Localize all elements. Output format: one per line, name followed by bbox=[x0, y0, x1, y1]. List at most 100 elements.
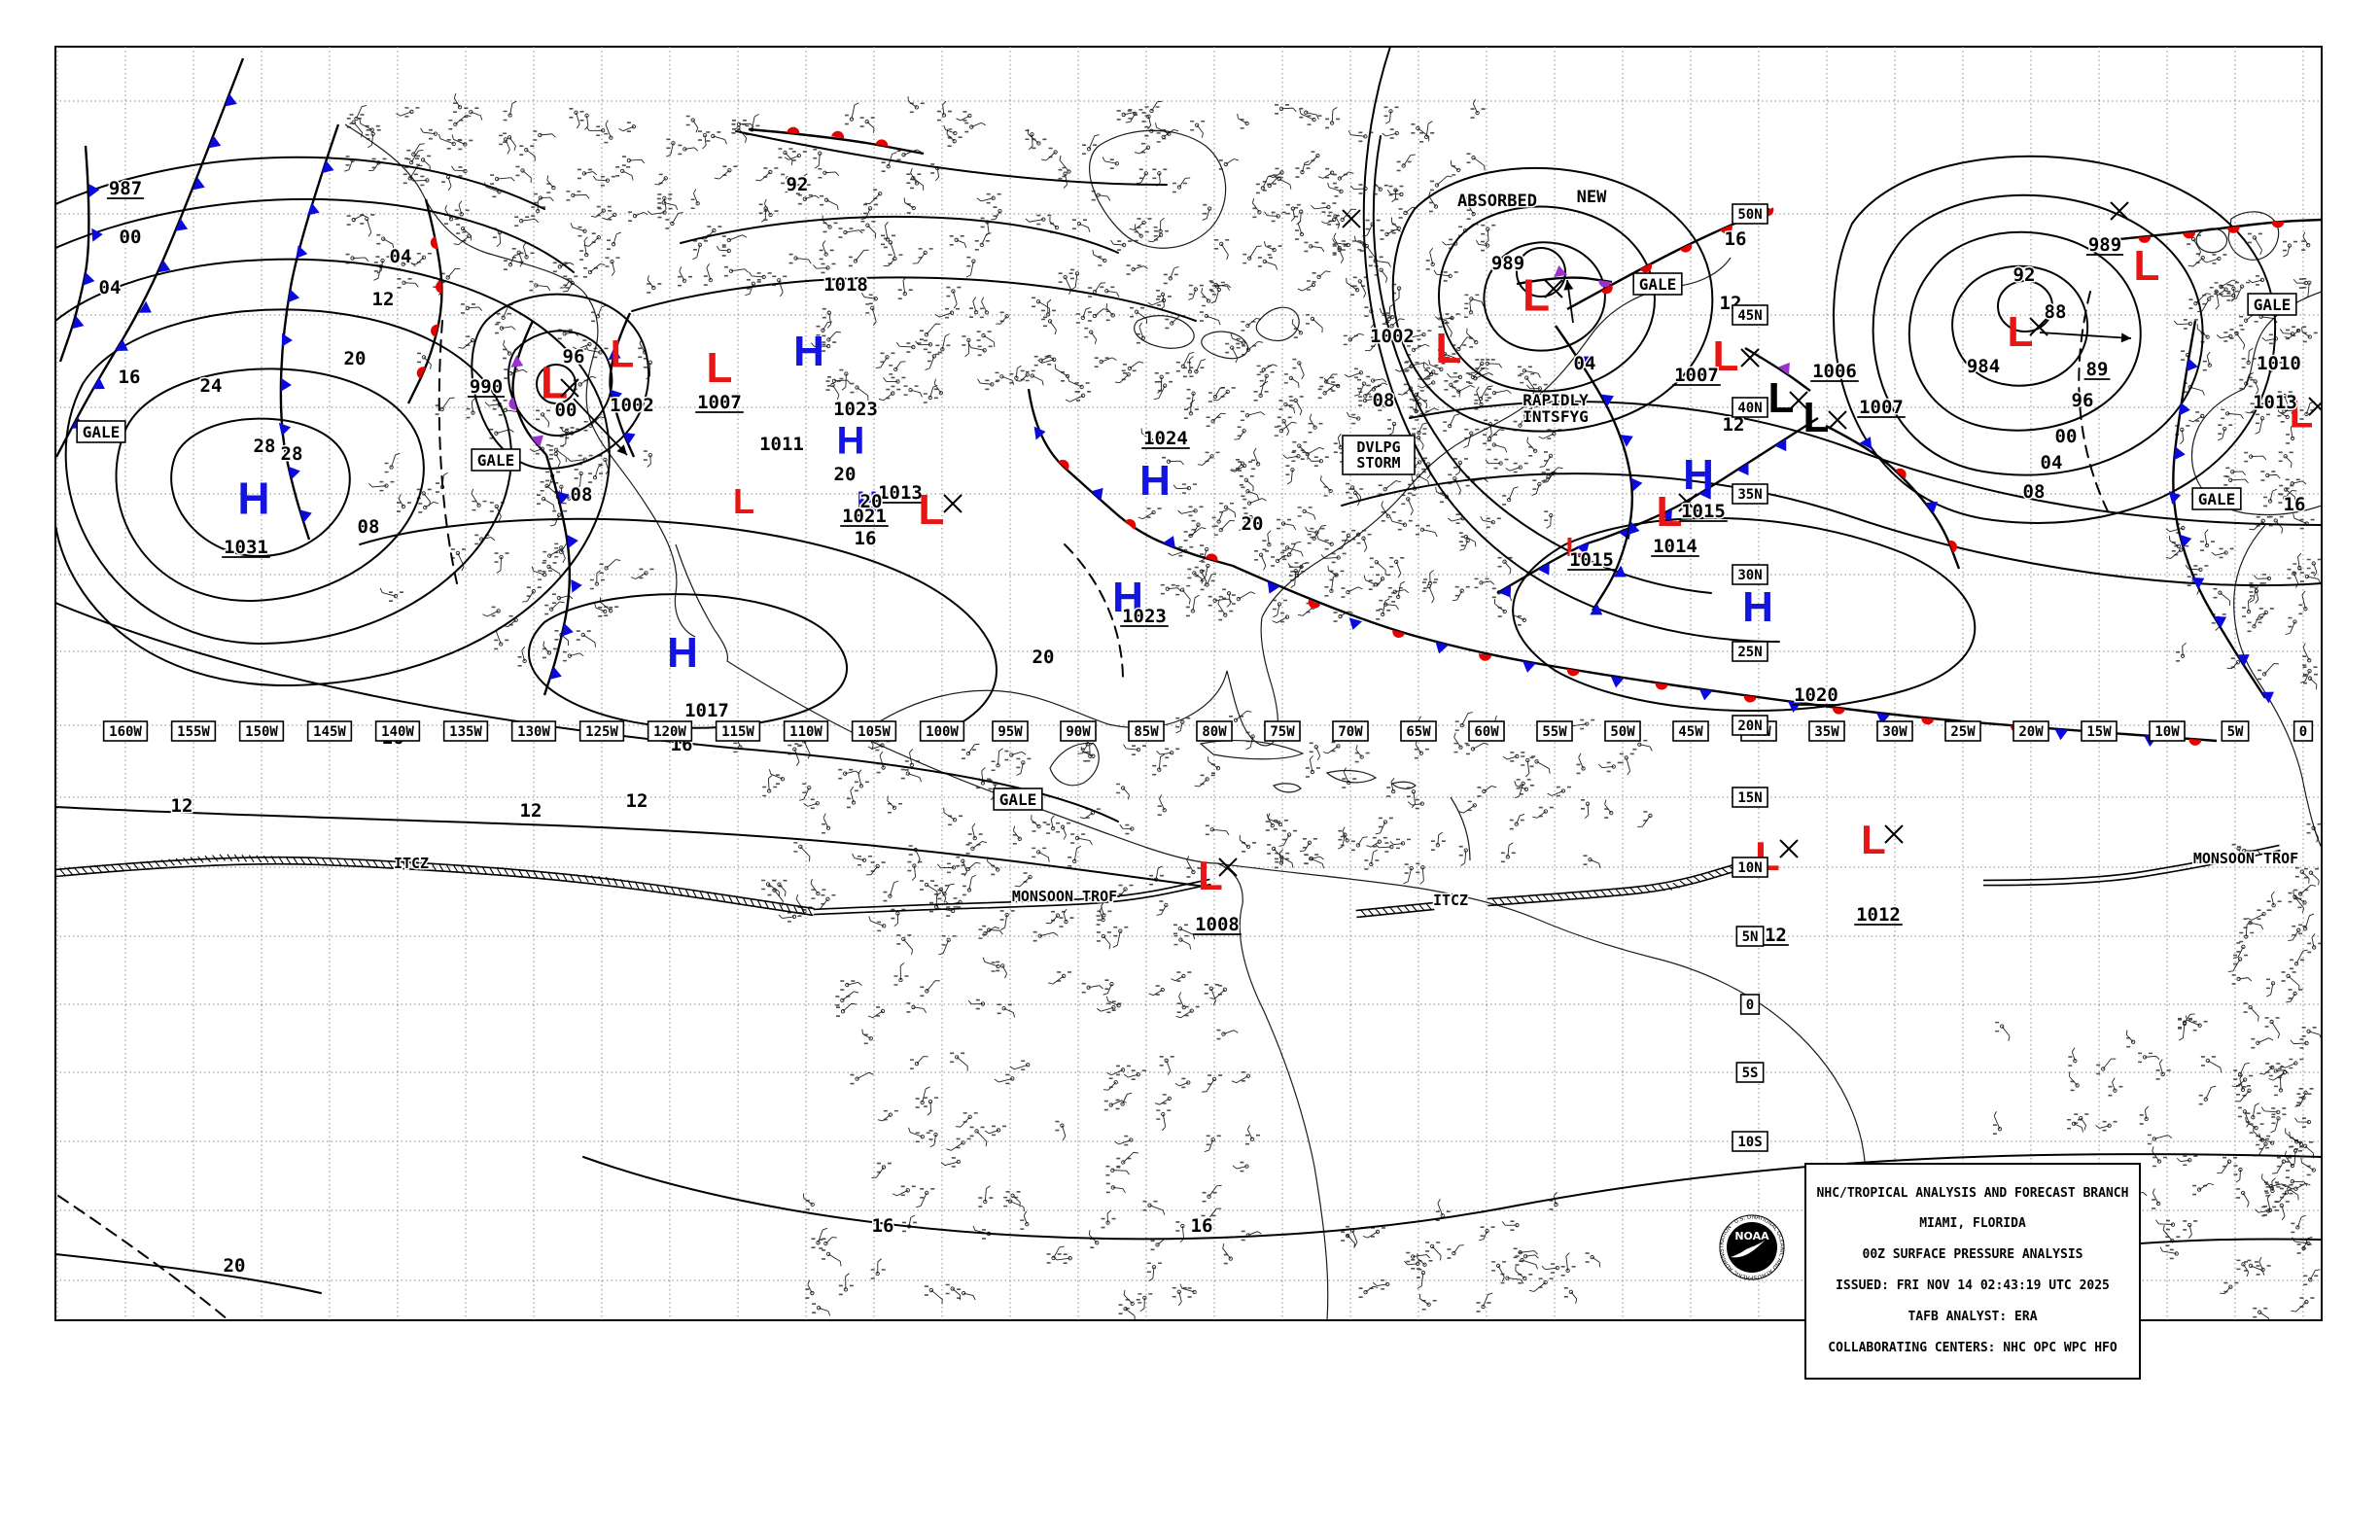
cold-front-triangle bbox=[622, 432, 636, 445]
cold-front-triangle bbox=[71, 315, 85, 330]
latitude-label-box bbox=[1732, 203, 1768, 225]
stationary-front-semicircle bbox=[1895, 468, 1907, 479]
cold-front-triangle bbox=[208, 135, 222, 149]
isobar bbox=[57, 1195, 229, 1320]
low-center-symbol: L bbox=[1803, 394, 1830, 441]
station-plot-digits bbox=[813, 102, 1496, 404]
high-center-symbol: H bbox=[1112, 574, 1143, 621]
annotation-rapidly: RAPIDLY bbox=[1522, 391, 1589, 409]
isobar-label: 04 bbox=[99, 277, 122, 298]
occluded-front-triangle bbox=[510, 355, 524, 368]
cold-front-triangle bbox=[321, 159, 334, 174]
pressure-value-label: 1018 bbox=[823, 274, 868, 296]
pressure-value-label: 1013 bbox=[878, 482, 923, 504]
longitude-label: 35W bbox=[1814, 724, 1839, 740]
latitude-label: 45N bbox=[1737, 308, 1762, 324]
cold-front-triangle bbox=[2179, 534, 2192, 548]
longitude-label: 60W bbox=[1474, 724, 1499, 740]
high-center-symbol: H bbox=[237, 473, 269, 524]
cold-front-triangle bbox=[1590, 603, 1603, 615]
latitude-label: 5S bbox=[1742, 1066, 1759, 1081]
longitude-label: 120W bbox=[653, 724, 686, 740]
hatched-band-line bbox=[55, 862, 814, 917]
longitude-label-box bbox=[306, 720, 353, 742]
longitude-label-box bbox=[1808, 720, 1845, 742]
isobar-label: 00 bbox=[120, 227, 142, 248]
longitude-label-box bbox=[2081, 720, 2118, 742]
isobar bbox=[680, 215, 1119, 254]
center-x-mark bbox=[2110, 201, 2129, 221]
warm-front-semicircle bbox=[831, 130, 845, 139]
latitude-label: 25N bbox=[1737, 645, 1762, 660]
isobar-label: 12 bbox=[520, 800, 542, 822]
stationary-front-triangle bbox=[1091, 487, 1103, 501]
front-line-cold bbox=[58, 145, 90, 363]
pressure-value-label: 1031 bbox=[224, 537, 268, 558]
longitude-label-box bbox=[442, 720, 489, 742]
stationary-front-semicircle bbox=[1205, 553, 1218, 562]
cold-front-triangle bbox=[1628, 521, 1640, 536]
pressure-value-label: 1023 bbox=[1122, 606, 1167, 627]
longitude-label-box bbox=[1536, 720, 1573, 742]
coastline bbox=[1450, 796, 1471, 861]
front-line-cold bbox=[542, 454, 572, 696]
isobar bbox=[1833, 155, 2277, 524]
title-line: NHC/TROPICAL ANALYSIS AND FORECAST BRANC… bbox=[1816, 1185, 2129, 1201]
station-plot-digits bbox=[1143, 366, 1562, 626]
isobar-label: 12 bbox=[171, 795, 193, 817]
cold-front-triangle bbox=[610, 389, 623, 403]
occluded-front-triangle bbox=[1554, 265, 1568, 278]
front-line-occluded bbox=[511, 320, 547, 456]
cold-front-triangle bbox=[281, 332, 293, 347]
station-plot-digits bbox=[733, 715, 1288, 946]
warm-front-semicircle bbox=[416, 367, 427, 379]
low-center-symbol: L bbox=[1861, 817, 1886, 862]
low-center-symbol: L bbox=[1522, 270, 1550, 321]
cold-front-triangle bbox=[2191, 577, 2205, 590]
double-band-line bbox=[1982, 849, 2281, 887]
stationary-front-triangle bbox=[1435, 641, 1449, 654]
stationary-front-triangle bbox=[1163, 536, 1175, 549]
longitude-label: 65W bbox=[1406, 724, 1431, 740]
title-line: ISSUED: FRI NOV 14 02:43:19 UTC 2025 bbox=[1836, 1278, 2110, 1294]
isobar-label: 12 bbox=[1723, 414, 1745, 436]
center-x-mark bbox=[1544, 279, 1563, 298]
longitude-label-box bbox=[715, 720, 761, 742]
isobar-label: 08 bbox=[1373, 390, 1395, 411]
isobar bbox=[1951, 264, 2088, 387]
latitude-label: 5N bbox=[1742, 929, 1759, 945]
latitude-label-box bbox=[1732, 641, 1768, 662]
isobar bbox=[55, 197, 575, 273]
cold-front-triangle bbox=[557, 491, 570, 505]
longitude-label-box bbox=[510, 720, 557, 742]
hatched-band-line bbox=[1487, 858, 1750, 900]
longitude-label: 15W bbox=[2086, 724, 2112, 740]
isobar bbox=[170, 417, 351, 558]
gale-warning-box bbox=[76, 420, 126, 443]
stationary-front-triangle bbox=[1859, 437, 1872, 450]
isobar-label: 20 bbox=[1032, 647, 1055, 668]
stationary-front-semicircle bbox=[1392, 629, 1406, 638]
stationary-front-semicircle bbox=[1308, 599, 1321, 609]
dvlpg-storm-label: DVLPG bbox=[1356, 438, 1400, 456]
longitude-label: 115W bbox=[721, 724, 754, 740]
longitude-label-box bbox=[1876, 720, 1913, 742]
longitude-label: 135W bbox=[449, 724, 482, 740]
isobar bbox=[64, 308, 512, 646]
cold-front-triangle bbox=[2186, 358, 2198, 372]
isobar bbox=[55, 258, 611, 687]
movement-arrow-head bbox=[2120, 332, 2131, 343]
pressure-value-label: 1020 bbox=[1794, 684, 1838, 706]
cold-front-triangle bbox=[1601, 394, 1614, 407]
stationary-front-triangle bbox=[1698, 688, 1713, 701]
movement-arrow bbox=[573, 398, 628, 456]
low-center-symbol: L bbox=[1657, 488, 1683, 536]
latitude-label-box bbox=[1739, 994, 1761, 1015]
longitude-label-box bbox=[1196, 720, 1233, 742]
isobar-label: 16 bbox=[2284, 494, 2306, 515]
longitude-label-box bbox=[1264, 720, 1301, 742]
warm-front-semicircle bbox=[436, 280, 443, 294]
gale-warning: GALE bbox=[2198, 490, 2236, 508]
high-center-symbol: H bbox=[1683, 451, 1714, 499]
warm-front-semicircle bbox=[1600, 284, 1613, 295]
